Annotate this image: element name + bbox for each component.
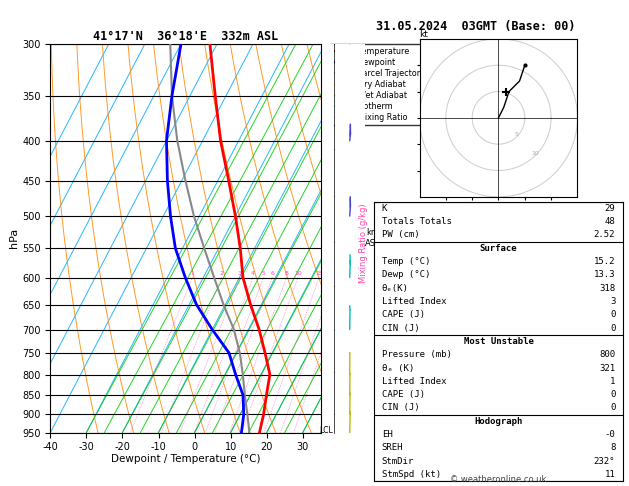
X-axis label: Dewpoint / Temperature (°C): Dewpoint / Temperature (°C) bbox=[111, 453, 260, 464]
Legend: Temperature, Dewpoint, Parcel Trajectory, Dry Adiabat, Wet Adiabat, Isotherm, Mi: Temperature, Dewpoint, Parcel Trajectory… bbox=[330, 44, 428, 125]
Text: Dewp (°C): Dewp (°C) bbox=[382, 270, 430, 279]
Text: EH: EH bbox=[382, 430, 392, 439]
Title: 41°17'N  36°18'E  332m ASL: 41°17'N 36°18'E 332m ASL bbox=[93, 30, 278, 43]
Text: SREH: SREH bbox=[382, 443, 403, 452]
Text: Lifted Index: Lifted Index bbox=[382, 377, 446, 386]
Text: Hodograph: Hodograph bbox=[474, 417, 523, 426]
Text: 0: 0 bbox=[610, 310, 615, 319]
Text: 15.2: 15.2 bbox=[594, 257, 615, 266]
Text: Temp (°C): Temp (°C) bbox=[382, 257, 430, 266]
Text: 232°: 232° bbox=[594, 457, 615, 466]
Text: 0: 0 bbox=[610, 403, 615, 413]
Text: CAPE (J): CAPE (J) bbox=[382, 310, 425, 319]
Text: 8: 8 bbox=[284, 271, 289, 276]
Text: 5: 5 bbox=[515, 132, 519, 137]
Text: 6: 6 bbox=[270, 271, 274, 276]
Text: kt: kt bbox=[420, 30, 428, 39]
Text: 48: 48 bbox=[604, 217, 615, 226]
Text: θₑ(K): θₑ(K) bbox=[382, 284, 409, 293]
Text: 0: 0 bbox=[610, 390, 615, 399]
Text: LCL: LCL bbox=[320, 426, 333, 434]
Y-axis label: km
ASL: km ASL bbox=[365, 228, 381, 248]
Text: 1: 1 bbox=[610, 377, 615, 386]
Text: 13.3: 13.3 bbox=[594, 270, 615, 279]
Text: K: K bbox=[382, 204, 387, 213]
Text: 0: 0 bbox=[610, 324, 615, 332]
Text: Totals Totals: Totals Totals bbox=[382, 217, 452, 226]
Text: 5: 5 bbox=[262, 271, 265, 276]
Text: Lifted Index: Lifted Index bbox=[382, 297, 446, 306]
Y-axis label: hPa: hPa bbox=[9, 228, 19, 248]
Text: 11: 11 bbox=[604, 470, 615, 479]
Text: CAPE (J): CAPE (J) bbox=[382, 390, 425, 399]
Text: 318: 318 bbox=[599, 284, 615, 293]
Text: 29: 29 bbox=[604, 204, 615, 213]
Text: 2: 2 bbox=[220, 271, 223, 276]
Text: CIN (J): CIN (J) bbox=[382, 324, 420, 332]
Text: PW (cm): PW (cm) bbox=[382, 230, 420, 240]
Text: 321: 321 bbox=[599, 364, 615, 373]
Text: 10: 10 bbox=[294, 271, 302, 276]
Text: -0: -0 bbox=[604, 430, 615, 439]
Text: Pressure (mb): Pressure (mb) bbox=[382, 350, 452, 359]
Text: 3: 3 bbox=[610, 297, 615, 306]
Text: 15: 15 bbox=[315, 271, 323, 276]
Text: 2.52: 2.52 bbox=[594, 230, 615, 240]
Text: 800: 800 bbox=[599, 350, 615, 359]
Text: © weatheronline.co.uk: © weatheronline.co.uk bbox=[450, 474, 547, 484]
Text: 3: 3 bbox=[238, 271, 242, 276]
Text: 31.05.2024  03GMT (Base: 00): 31.05.2024 03GMT (Base: 00) bbox=[376, 20, 576, 33]
Text: Most Unstable: Most Unstable bbox=[464, 337, 533, 346]
Text: 10: 10 bbox=[532, 151, 539, 156]
Text: 1: 1 bbox=[191, 271, 194, 276]
Text: 4: 4 bbox=[251, 271, 255, 276]
Text: StmDir: StmDir bbox=[382, 457, 414, 466]
Text: StmSpd (kt): StmSpd (kt) bbox=[382, 470, 441, 479]
Text: 8: 8 bbox=[610, 443, 615, 452]
Text: CIN (J): CIN (J) bbox=[382, 403, 420, 413]
Text: Surface: Surface bbox=[480, 244, 517, 253]
Text: Mixing Ratio (g/kg): Mixing Ratio (g/kg) bbox=[359, 203, 368, 283]
Text: θₑ (K): θₑ (K) bbox=[382, 364, 414, 373]
